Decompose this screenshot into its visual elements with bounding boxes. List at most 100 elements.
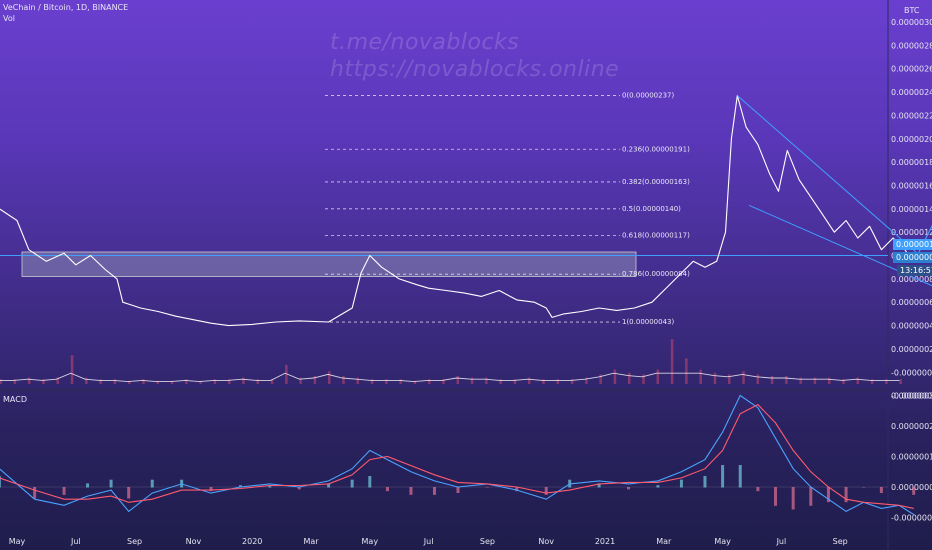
watermark-line-2: https://novablocks.online — [330, 57, 620, 82]
fib-level-label: 1(0.00000043) — [622, 318, 674, 326]
x-tick-label: 2021 — [595, 537, 615, 546]
macd-histogram-bar — [544, 487, 548, 495]
macd-histogram-bar — [385, 487, 389, 492]
volume-bar — [827, 377, 831, 384]
volume-bar — [227, 379, 231, 384]
macd-histogram-bar — [862, 487, 866, 488]
x-tick-label: Sep — [127, 537, 142, 546]
macd-histogram-bar — [209, 487, 213, 492]
fib-level-label: 0.786(0.00000084) — [622, 270, 690, 278]
volume-bar — [413, 380, 417, 384]
fib-level-label: 0.382(0.00000163) — [622, 178, 690, 186]
macd-histogram-bar — [268, 485, 272, 488]
volume-bar — [342, 376, 345, 384]
volume-bar — [170, 380, 174, 384]
volume-bar — [599, 374, 602, 384]
price-line — [0, 95, 915, 327]
volume-bar — [285, 364, 288, 384]
volume-bar — [870, 379, 874, 384]
volume-bar — [442, 379, 445, 384]
macd-histogram-bar — [368, 476, 372, 488]
macd-histogram-bar — [409, 487, 413, 495]
volume-bar — [356, 377, 360, 384]
volume-bar — [627, 372, 631, 384]
macd-histogram-bar — [86, 483, 90, 488]
volume-bar — [656, 369, 660, 384]
volume-bar — [613, 369, 617, 384]
x-tick-label: 2020 — [242, 537, 262, 546]
volume-bar — [0, 379, 2, 384]
x-tick-label: Jul — [776, 537, 787, 546]
support-zone — [21, 251, 637, 277]
wedge-upper-line — [736, 95, 923, 259]
volume-bar — [185, 379, 188, 384]
volume-bar — [213, 379, 217, 384]
volume-bar — [113, 379, 117, 384]
macd-histogram-bar — [679, 479, 683, 488]
macd-histogram-bar — [656, 485, 660, 488]
signal-line — [0, 403, 914, 509]
volume-bar — [127, 380, 131, 384]
macd-histogram-bar — [912, 487, 916, 495]
volume-bar — [427, 379, 431, 384]
x-tick-label: Jul — [423, 537, 434, 546]
volume-bar — [642, 374, 645, 384]
volume-bar — [85, 377, 88, 384]
volume-bar — [99, 379, 102, 384]
volume-ma-line — [0, 372, 900, 383]
macd-histogram-bar — [826, 487, 830, 503]
volume-bar — [327, 371, 331, 384]
macd-histogram-bar — [238, 485, 242, 488]
volume-bar — [699, 369, 702, 384]
fib-level-label: 0(0.00000237) — [622, 92, 674, 100]
volume-bar — [570, 379, 574, 384]
macd-histogram-bar — [627, 487, 631, 490]
volume-bar — [313, 376, 317, 384]
macd-label: MACD — [3, 395, 27, 404]
volume-bar — [842, 379, 845, 384]
macd-histogram-bar — [0, 476, 1, 488]
volume-bar — [456, 376, 460, 384]
volume-bar — [142, 379, 145, 384]
macd-histogram-bar — [33, 487, 37, 499]
volume-bar — [585, 377, 588, 384]
macd-histogram-bar — [844, 487, 848, 503]
volume-bar — [370, 379, 374, 384]
macd-histogram-bar — [297, 487, 301, 490]
macd-histogram-bar — [62, 487, 66, 495]
close-price-tag: 0.00000094 — [893, 252, 932, 263]
volume-bar — [770, 376, 774, 384]
volume-bar — [385, 379, 388, 384]
macd-histogram-bar — [350, 479, 354, 488]
x-tick-label: Jul — [70, 537, 81, 546]
volume-bar — [156, 380, 160, 384]
fib-level-label: 0.236(0.00000191) — [622, 145, 690, 153]
macd-histogram-bar — [127, 487, 131, 499]
volume-bar — [899, 379, 902, 384]
macd-histogram-bar — [756, 487, 760, 492]
volume-bar — [27, 377, 31, 384]
volume-label: Vol — [3, 14, 15, 23]
x-tick-label: Sep — [833, 537, 848, 546]
fib-level-label: 0.5(0.00000140) — [622, 205, 681, 213]
macd-histogram-bar — [879, 487, 883, 493]
volume-bar — [499, 379, 502, 384]
volume-bar — [270, 379, 274, 384]
macd-histogram-bar — [327, 483, 331, 488]
volume-bar — [399, 379, 402, 384]
volume-bar — [242, 377, 245, 384]
macd-histogram-bar — [809, 487, 813, 506]
volume-bar — [70, 355, 74, 384]
currency-label: BTC — [904, 6, 920, 15]
